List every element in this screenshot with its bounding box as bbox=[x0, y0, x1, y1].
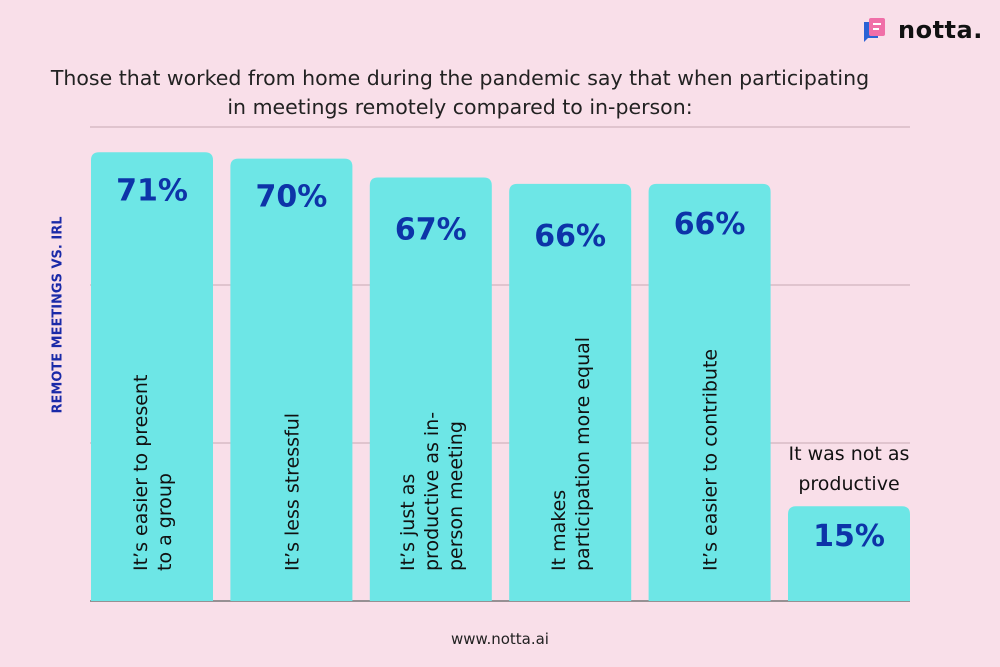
category-label: productive as in- bbox=[421, 412, 443, 571]
bar bbox=[369, 177, 492, 601]
bar bbox=[788, 506, 910, 601]
category-label: It was not as bbox=[789, 443, 910, 465]
category-label: It’s easier to contribute bbox=[700, 349, 722, 571]
category-label: It’s less stressful bbox=[281, 413, 303, 571]
value-label: 70% bbox=[255, 180, 327, 215]
footer-url: www.notta.ai bbox=[451, 630, 549, 648]
category-label: It’s easier to present bbox=[130, 375, 152, 571]
category-label: It makes bbox=[548, 490, 570, 571]
brand-name: notta. bbox=[898, 16, 983, 44]
category-label: It’s just as bbox=[397, 474, 419, 571]
value-label: 71% bbox=[116, 173, 188, 208]
notta-logo-icon bbox=[864, 18, 885, 42]
chart-title: Those that worked from home during the p… bbox=[50, 66, 870, 119]
bar bbox=[230, 158, 353, 601]
category-label: participation more equal bbox=[572, 337, 594, 571]
category-label: to a group bbox=[154, 473, 176, 571]
bar bbox=[509, 183, 632, 601]
bar bbox=[648, 183, 771, 601]
category-label: productive bbox=[798, 473, 899, 495]
value-label: 66% bbox=[534, 219, 606, 254]
category-label: person meeting bbox=[445, 421, 467, 571]
value-label: 15% bbox=[813, 519, 885, 554]
value-label: 66% bbox=[674, 207, 746, 242]
bar bbox=[91, 152, 213, 601]
notta-logo: notta. bbox=[862, 16, 983, 44]
value-label: 67% bbox=[395, 213, 467, 248]
